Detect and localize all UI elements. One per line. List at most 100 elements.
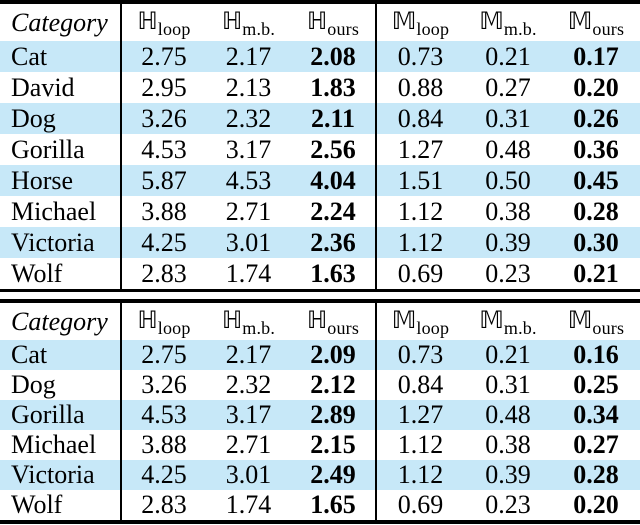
value-cell: 4.53 (225, 165, 272, 195)
results-table-2-grid: Category ℍloop ℍm.b. ℍours 𝕄loop 𝕄m.b. 𝕄… (0, 303, 640, 520)
subscript-label: m.b. (242, 18, 276, 39)
table-row: Cat 2.75 2.17 2.08 0.73 0.21 0.17 (0, 41, 640, 72)
blackboard-m: 𝕄 (479, 305, 504, 334)
blackboard-h: ℍ (306, 6, 328, 35)
value-cell: 2.95 (120, 72, 206, 103)
value-cell: 0.20 (573, 490, 619, 519)
value-cell: 0.16 (573, 340, 619, 369)
value-cell: 0.48 (485, 400, 531, 429)
blackboard-h: ℍ (221, 6, 243, 35)
subscript-label: m.b. (242, 317, 276, 338)
subscript-label: ours (592, 317, 625, 338)
table-row: David 2.95 2.13 1.83 0.88 0.27 0.20 (0, 72, 640, 103)
subscript-label: loop (416, 18, 450, 39)
value-cell: 0.25 (573, 370, 619, 399)
value-cell: 1.12 (375, 430, 464, 460)
value-cell: 2.13 (225, 72, 272, 102)
value-cell: 2.17 (225, 41, 272, 71)
column-header-h-loop: ℍloop (120, 303, 206, 340)
value-cell: 1.12 (375, 460, 464, 490)
column-header-h-mb: ℍm.b. (206, 303, 291, 340)
subscript-label: m.b. (503, 18, 537, 39)
value-cell: 0.27 (573, 430, 619, 459)
value-cell: 0.31 (485, 103, 531, 133)
category-cell: Cat (11, 41, 48, 71)
category-cell: Michael (11, 196, 97, 226)
value-cell: 0.36 (573, 134, 619, 164)
value-cell: 0.23 (485, 490, 531, 519)
value-cell: 0.84 (375, 370, 464, 400)
category-cell: Dog (11, 103, 56, 133)
category-cell: Wolf (11, 490, 63, 519)
value-cell: 3.88 (120, 430, 206, 460)
category-cell: David (11, 72, 75, 102)
value-cell: 0.38 (485, 430, 531, 459)
value-cell: 2.32 (225, 370, 272, 399)
subscript-label: loop (416, 317, 450, 338)
value-cell: 0.23 (485, 258, 531, 288)
value-cell: 2.09 (310, 340, 356, 369)
value-cell: 2.11 (310, 103, 356, 133)
value-cell: 1.65 (310, 490, 356, 519)
value-cell: 2.32 (225, 103, 272, 133)
value-cell: 0.21 (485, 340, 531, 369)
table-row: Wolf 2.83 1.74 1.65 0.69 0.23 0.20 (0, 490, 640, 520)
table-row: Wolf 2.83 1.74 1.63 0.69 0.23 0.21 (0, 258, 640, 289)
value-cell: 4.25 (120, 227, 206, 258)
value-cell: 1.27 (375, 400, 464, 430)
value-cell: 3.88 (120, 196, 206, 227)
header-row: Category ℍloop ℍm.b. ℍours 𝕄loop 𝕄m.b. 𝕄… (0, 303, 640, 340)
value-cell: 1.74 (225, 490, 272, 519)
value-cell: 2.36 (310, 227, 356, 257)
value-cell: 2.15 (310, 430, 356, 459)
blackboard-m: 𝕄 (567, 6, 593, 35)
value-cell: 2.56 (310, 134, 356, 164)
blackboard-m: 𝕄 (391, 6, 417, 35)
value-cell: 3.26 (120, 370, 206, 400)
blackboard-h: ℍ (306, 305, 328, 334)
table-row: Michael 3.88 2.71 2.24 1.12 0.38 0.28 (0, 196, 640, 227)
table-row: Michael 3.88 2.71 2.15 1.12 0.38 0.27 (0, 430, 640, 460)
column-header-m-loop: 𝕄loop (375, 303, 464, 340)
category-cell: Victoria (11, 460, 95, 489)
blackboard-h: ℍ (137, 305, 158, 334)
value-cell: 0.73 (375, 41, 464, 72)
value-cell: 0.26 (573, 103, 619, 133)
value-cell: 0.17 (573, 41, 619, 71)
category-cell: Gorilla (11, 134, 85, 164)
subscript-label: loop (157, 18, 191, 39)
value-cell: 1.74 (225, 258, 272, 288)
value-cell: 0.27 (485, 72, 531, 102)
value-cell: 2.71 (225, 196, 272, 226)
results-table-2: Category ℍloop ℍm.b. ℍours 𝕄loop 𝕄m.b. 𝕄… (0, 299, 640, 524)
value-cell: 2.75 (120, 340, 206, 370)
value-cell: 2.83 (120, 258, 206, 289)
value-cell: 0.21 (485, 41, 531, 71)
header-row: Category ℍloop ℍm.b. ℍours 𝕄loop 𝕄m.b. 𝕄… (0, 4, 640, 41)
value-cell: 0.84 (375, 103, 464, 134)
value-cell: 1.63 (310, 258, 356, 288)
value-cell: 0.34 (573, 400, 619, 429)
column-header-m-ours: 𝕄ours (552, 303, 640, 340)
column-header-m-ours: 𝕄ours (552, 4, 640, 41)
results-table-1-grid: Category ℍloop ℍm.b. ℍours 𝕄loop 𝕄m.b. 𝕄… (0, 4, 640, 289)
table-row: Horse 5.87 4.53 4.04 1.51 0.50 0.45 (0, 165, 640, 196)
category-cell: Horse (11, 165, 74, 195)
category-cell: Victoria (11, 227, 95, 257)
value-cell: 0.30 (573, 227, 619, 257)
value-cell: 5.87 (120, 165, 206, 196)
value-cell: 0.38 (485, 196, 531, 226)
column-header-m-loop: 𝕄loop (375, 4, 464, 41)
table-row: Victoria 4.25 3.01 2.36 1.12 0.39 0.30 (0, 227, 640, 258)
column-header-h-loop: ℍloop (120, 4, 206, 41)
subscript-label: loop (157, 317, 191, 338)
value-cell: 4.04 (310, 165, 356, 195)
blackboard-h: ℍ (221, 305, 243, 334)
value-cell: 3.01 (225, 460, 272, 489)
blackboard-m: 𝕄 (479, 6, 504, 35)
value-cell: 0.20 (573, 72, 619, 102)
value-cell: 1.12 (375, 227, 464, 258)
value-cell: 3.17 (225, 134, 272, 164)
table-row: Victoria 4.25 3.01 2.49 1.12 0.39 0.28 (0, 460, 640, 490)
